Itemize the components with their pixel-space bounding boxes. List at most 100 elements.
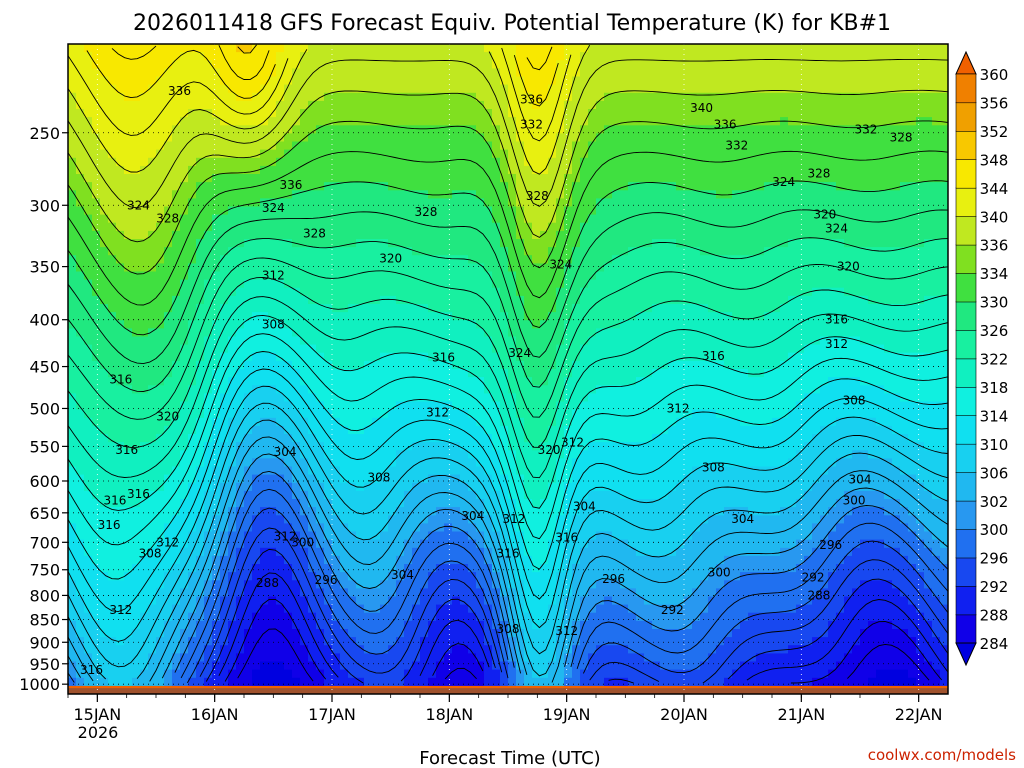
heatmap-cell: [308, 230, 317, 240]
heatmap-cell: [468, 312, 477, 321]
heatmap-cell: [116, 100, 125, 110]
heatmap-cell: [228, 596, 237, 606]
heatmap-cell: [508, 458, 517, 468]
heatmap-cell: [92, 44, 101, 53]
heatmap-cell: [516, 547, 525, 557]
heatmap-cell: [452, 279, 461, 289]
heatmap-cell: [140, 458, 149, 468]
heatmap-cell: [196, 247, 205, 256]
heatmap-cell: [348, 68, 357, 78]
heatmap-cell: [100, 344, 109, 354]
heatmap-cell: [324, 92, 333, 102]
heatmap-cell: [268, 555, 277, 565]
heatmap-cell: [388, 230, 397, 240]
heatmap-cell: [284, 190, 293, 199]
heatmap-cell: [516, 490, 525, 500]
heatmap-cell: [420, 352, 429, 362]
heatmap-cell: [460, 149, 469, 159]
heatmap-cell: [492, 312, 501, 321]
heatmap-cell: [84, 482, 93, 492]
heatmap-cell: [500, 360, 509, 370]
heatmap-cell: [516, 507, 525, 516]
heatmap-cell: [76, 60, 85, 69]
heatmap-cell: [188, 76, 197, 86]
heatmap-cell: [196, 604, 205, 614]
heatmap-cell: [540, 482, 549, 492]
heatmap-cell: [148, 271, 157, 281]
heatmap-cell: [292, 555, 301, 565]
heatmap-cell: [148, 214, 157, 224]
heatmap-cell: [500, 547, 509, 557]
heatmap-cell: [460, 653, 469, 663]
heatmap-cell: [556, 499, 565, 508]
heatmap-cell: [156, 165, 165, 175]
heatmap-cell: [460, 214, 469, 224]
heatmap-cell: [324, 165, 333, 175]
heatmap-cell: [300, 109, 309, 118]
heatmap-cell: [364, 344, 373, 354]
heatmap-cell: [220, 239, 229, 248]
heatmap-cell: [372, 401, 381, 411]
heatmap-cell: [252, 531, 261, 541]
heatmap-cell: [268, 198, 277, 208]
heatmap-cell: [364, 336, 373, 346]
heatmap-cell: [508, 287, 517, 297]
heatmap-cell: [548, 482, 557, 492]
heatmap-cell: [212, 531, 221, 541]
heatmap-cell: [260, 409, 269, 419]
heatmap-cell: [316, 515, 325, 524]
heatmap-cell: [396, 620, 405, 630]
heatmap-cell: [556, 76, 565, 86]
heatmap-cell: [116, 328, 125, 338]
heatmap-cell: [332, 669, 341, 679]
heatmap-cell: [388, 125, 397, 134]
heatmap-cell: [428, 393, 437, 403]
heatmap-cell: [436, 474, 445, 484]
heatmap-cell: [340, 239, 349, 248]
heatmap-cell: [564, 320, 573, 329]
heatmap-cell: [300, 661, 309, 671]
heatmap-cell: [284, 287, 293, 297]
heatmap-cell: [308, 109, 317, 118]
heatmap-cell: [548, 157, 557, 167]
heatmap-cell: [300, 425, 309, 435]
heatmap-cell: [116, 596, 125, 606]
heatmap-cell: [476, 466, 485, 476]
heatmap-cell: [364, 645, 373, 654]
heatmap-cell: [532, 377, 541, 386]
heatmap-cell: [188, 588, 197, 598]
heatmap-cell: [404, 677, 413, 687]
heatmap-cell: [460, 60, 469, 69]
heatmap-cell: [356, 141, 365, 151]
heatmap-cell: [316, 450, 325, 459]
heatmap-cell: [412, 507, 421, 516]
heatmap-cell: [204, 352, 213, 362]
heatmap-cell: [292, 149, 301, 159]
heatmap-cell: [108, 109, 117, 118]
heatmap-cell: [532, 239, 541, 248]
heatmap-cell: [468, 247, 477, 256]
heatmap-cell: [348, 393, 357, 403]
heatmap-cell: [116, 385, 125, 394]
heatmap-cell: [124, 612, 133, 622]
heatmap-cell: [388, 352, 397, 362]
heatmap-cell: [404, 629, 413, 638]
heatmap-cell: [388, 369, 397, 378]
heatmap-cell: [420, 385, 429, 394]
heatmap-cell: [356, 60, 365, 69]
heatmap-cell: [444, 312, 453, 321]
heatmap-cell: [140, 198, 149, 208]
heatmap-cell: [244, 206, 253, 216]
heatmap-cell: [76, 596, 85, 606]
heatmap-cell: [372, 466, 381, 476]
heatmap-cell: [316, 84, 325, 94]
heatmap-cell: [476, 60, 485, 69]
heatmap-cell: [524, 44, 533, 53]
heatmap-cell: [340, 149, 349, 159]
heatmap-cell: [172, 279, 181, 289]
heatmap-cell: [484, 76, 493, 86]
heatmap-cell: [316, 417, 325, 427]
heatmap-cell: [548, 369, 557, 378]
heatmap-cell: [244, 182, 253, 191]
heatmap-cell: [412, 434, 421, 443]
